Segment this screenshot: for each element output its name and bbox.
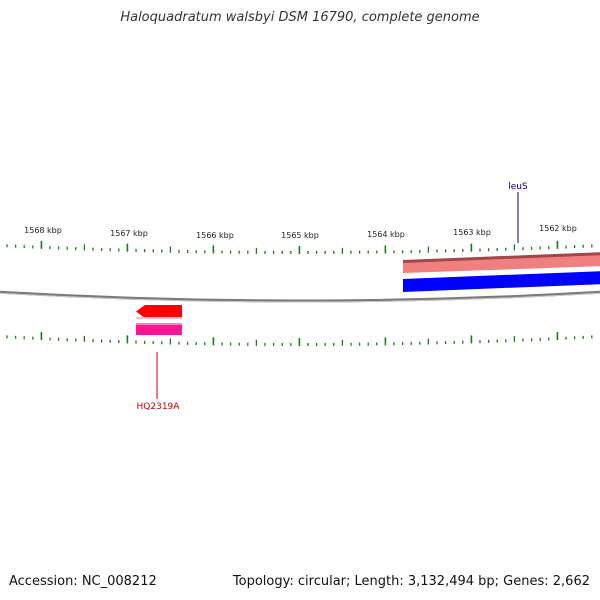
tick-label-1564: 1564 kbp [367,230,405,239]
tick-label-1567: 1567 kbp [110,229,148,238]
salmon-feature-bar[interactable] [403,254,600,273]
tick-label-1565: 1565 kbp [281,231,319,240]
blue-feature-bar[interactable] [403,271,600,292]
red-arrow-feature[interactable] [136,305,182,318]
accession-text: Accession: NC_008212 [9,574,157,589]
map-title: Haloquadratum walsbyi DSM 16790, complet… [120,10,480,25]
magenta-feature-highlight [136,323,182,325]
tick-label-1568: 1568 kbp [24,226,62,235]
upper-tick-track [6,240,593,254]
lower-tick-track [6,332,593,346]
leuS-label[interactable]: leuS [508,182,528,192]
tick-label-1563: 1563 kbp [453,228,491,237]
kbp-label-track: 1568 kbp 1567 kbp 1566 kbp 1565 kbp 1564… [24,224,577,240]
genome-backbone [0,290,600,303]
magenta-feature-bar[interactable] [136,323,182,335]
salmon-feature-edge [403,252,600,263]
genome-backbone-highlight [0,292,600,303]
red-arrow-shadow [136,317,182,319]
tick-label-1562: 1562 kbp [539,224,577,233]
tick-label-1566: 1566 kbp [196,231,234,240]
topology-summary: Topology: circular; Length: 3,132,494 bp… [232,574,590,589]
hq2319a-label[interactable]: HQ2319A [137,402,181,412]
